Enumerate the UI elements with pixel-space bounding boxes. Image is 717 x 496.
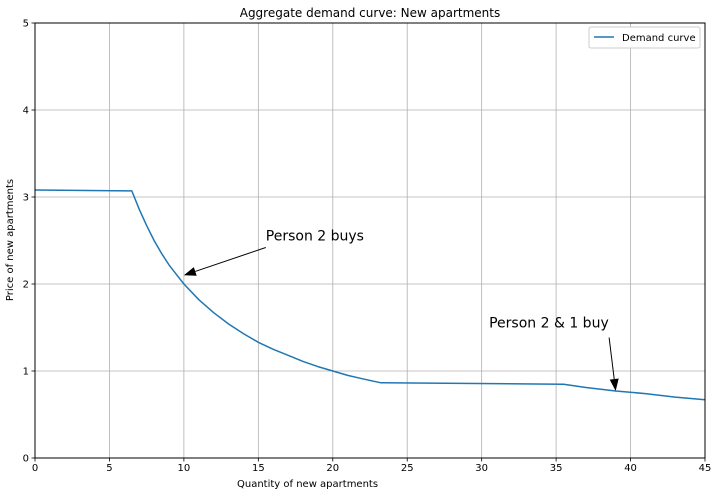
x-axis-title: Quantity of new apartments [237, 479, 378, 490]
plot-background [35, 23, 705, 458]
x-tick-label: 40 [624, 463, 637, 474]
annotation-arrow-head [609, 378, 619, 392]
legend-box [588, 26, 701, 49]
annotation-label: Person 2 buys [266, 229, 364, 245]
annotation-label: Person 2 & 1 buy [489, 316, 609, 332]
x-tick-label: 5 [106, 463, 112, 474]
y-tick-label: 2 [23, 280, 29, 291]
x-tick-label: 35 [550, 463, 563, 474]
x-tick-label: 45 [699, 463, 712, 474]
x-tick-label: 10 [178, 463, 191, 474]
y-tick-label: 1 [23, 367, 29, 378]
plot-frame [34, 22, 706, 459]
x-tick-label: 0 [32, 463, 38, 474]
y-tick-label: 5 [23, 19, 29, 30]
y-tick-label: 0 [23, 454, 29, 465]
y-axis-title: Price of new apartments [5, 179, 16, 301]
x-tick-label: 15 [252, 463, 265, 474]
annotation-arrow-head [183, 267, 197, 276]
chart-title: Aggregate demand curve: New apartments [240, 6, 501, 20]
x-tick-label: 20 [326, 463, 339, 474]
y-tick-label: 4 [23, 106, 29, 117]
series-layer [34, 189, 706, 401]
x-tick-label: 30 [475, 463, 488, 474]
x-tick-label: 25 [401, 463, 414, 474]
legend: Demand curve [588, 26, 701, 49]
annotations: Person 2 buys Person 2 & 1 buy [183, 229, 619, 392]
demand-curve-line [34, 189, 706, 401]
annotation-arrow-shaft [195, 247, 266, 272]
legend-label: Demand curve [622, 33, 696, 44]
annotation-arrow-shaft [608, 337, 615, 380]
y-tick-label: 3 [23, 193, 29, 204]
